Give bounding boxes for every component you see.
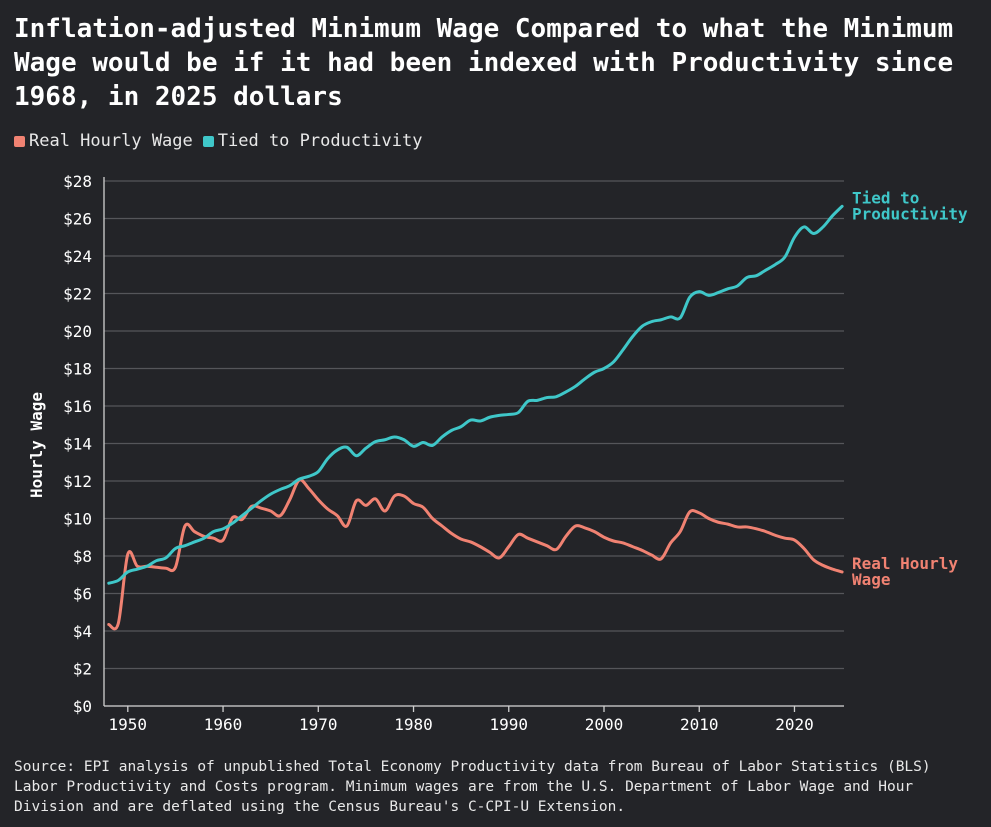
legend-item-real-hourly-wage: Real Hourly Wage: [14, 131, 193, 151]
x-tick-label: 1970: [299, 715, 338, 734]
x-tick-label: 2010: [680, 715, 719, 734]
x-tick-label: 1980: [394, 715, 433, 734]
x-tick-label: 1950: [109, 715, 148, 734]
y-tick-label: $0: [73, 697, 92, 716]
end-label-real-hourly-wage: Real Hourly: [852, 554, 958, 573]
series-line-tied-to-productivity: [107, 204, 844, 585]
end-label-tied-to-productivity: Tied to: [852, 188, 919, 207]
y-tick-label: $24: [63, 247, 92, 266]
y-tick-label: $22: [63, 285, 92, 304]
legend-label-tied-to-productivity: Tied to Productivity: [217, 131, 423, 151]
y-tick-label: $20: [63, 322, 92, 341]
line-chart: $0 $2 $4 $6 $8 $10 $12 $14 $16 $18 $20 $22 $24 $26 $28…: [27, 172, 968, 734]
legend: Real Hourly Wage Tied to Productivity: [14, 131, 432, 151]
y-tick-label: $2: [73, 660, 92, 679]
x-tick-label: 1990: [489, 715, 528, 734]
y-tick-label: $4: [73, 622, 92, 641]
legend-swatch-tied-to-productivity: [202, 135, 214, 147]
x-tick-label: 2020: [775, 715, 814, 734]
source-note: Source: EPI analysis of unpublished Tota…: [14, 759, 931, 815]
legend-item-tied-to-productivity: Tied to Productivity: [202, 131, 423, 151]
y-axis-label: Hourly Wage: [27, 392, 46, 498]
legend-swatch-real-hourly-wage: [14, 135, 25, 147]
gridlines: [104, 180, 844, 707]
x-tick-label: 2000: [585, 715, 624, 734]
y-tick-label: $18: [63, 360, 92, 379]
y-tick-label: $28: [63, 172, 92, 191]
y-tick-label: $10: [63, 510, 92, 529]
axes: $0 $2 $4 $6 $8 $10 $12 $14 $16 $18 $20 $22 $24 $26 $28…: [63, 172, 844, 734]
y-tick-label: $8: [73, 547, 92, 566]
x-tick-label: 1960: [204, 715, 243, 734]
y-tick-label: $16: [63, 397, 92, 416]
end-label-real-hourly-wage: Wage: [852, 570, 891, 589]
y-tick-label: $26: [63, 210, 92, 229]
y-tick-label: $14: [63, 435, 92, 454]
y-tick-label: $6: [73, 585, 92, 604]
end-label-tied-to-productivity: Productivity: [852, 204, 968, 223]
chart-title: Inflation-adjusted Minimum Wage Compared…: [14, 14, 954, 112]
series-line-real-hourly-wage: [107, 478, 844, 631]
series-lines: [107, 204, 844, 631]
y-tick-label: $12: [63, 472, 92, 491]
legend-label-real-hourly-wage: Real Hourly Wage: [29, 131, 193, 151]
